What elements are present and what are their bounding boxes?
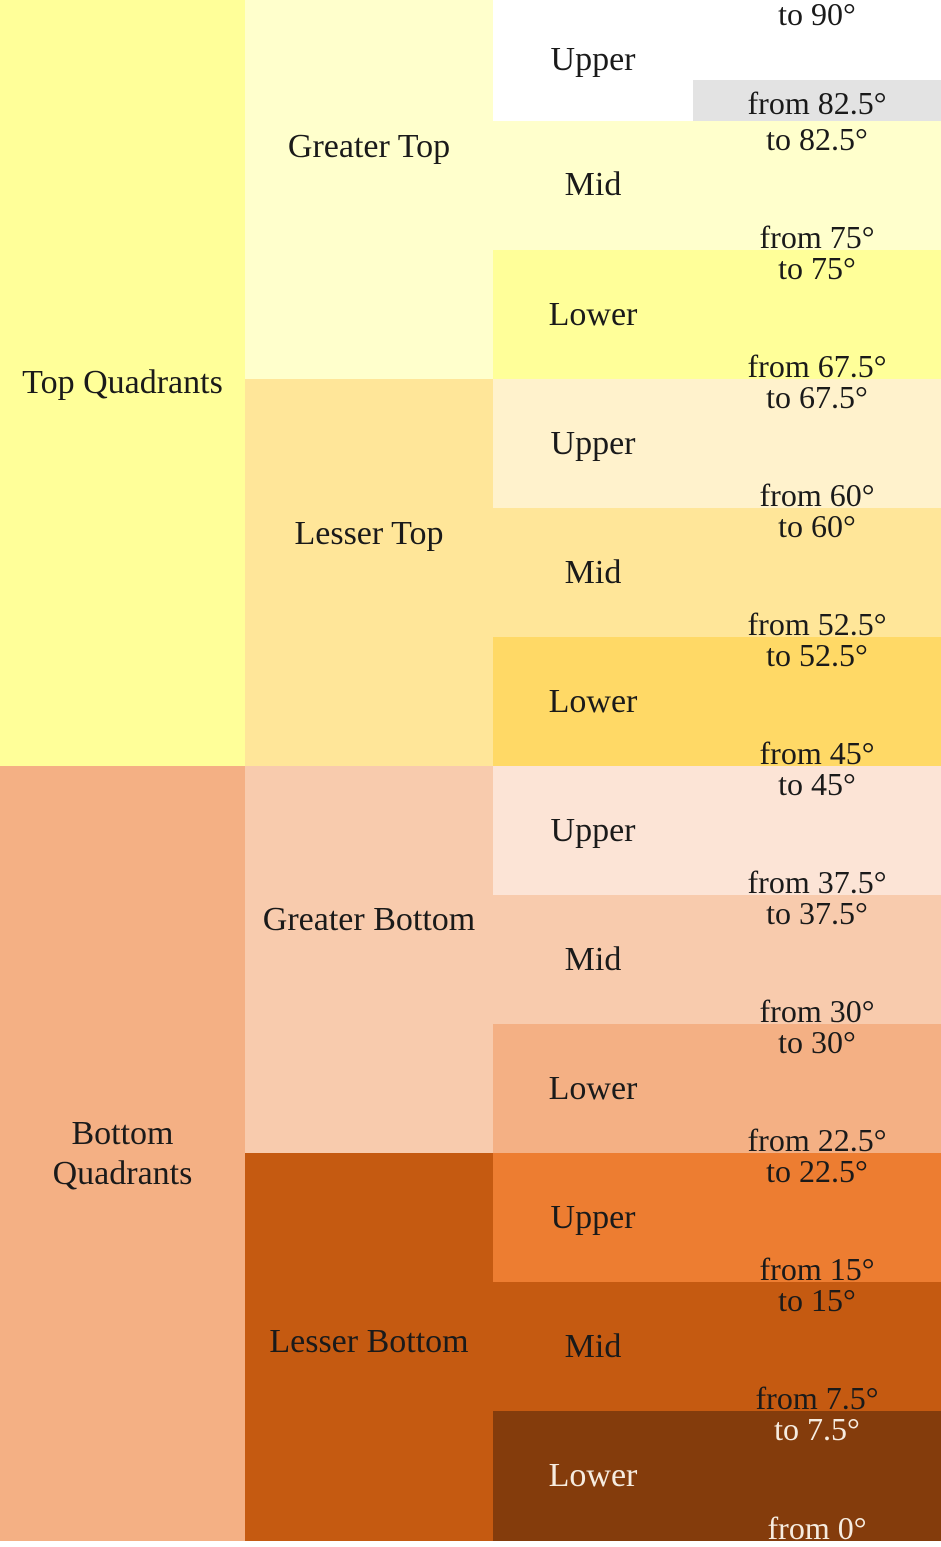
top-quadrants-label: Top Quadrants (22, 364, 223, 401)
lesser-bottom-cell: Lesser Bottom (245, 1153, 493, 1541)
range-to: to 37.5° (766, 895, 868, 931)
band-label: Lower (548, 1457, 638, 1494)
greater-top-label: Greater Top (287, 127, 451, 165)
band-label-cell: Lower (493, 250, 693, 379)
range-to: to 52.5° (766, 637, 868, 673)
lesser-top-cell: Lesser Top (245, 379, 493, 766)
bottom-quadrants-label-line1: Bottom (71, 1114, 174, 1152)
band-label-cell: Mid (493, 121, 693, 250)
range-from: from 7.5° (755, 1380, 879, 1416)
range-from: from 15° (759, 1251, 875, 1287)
band-label: Mid (564, 940, 622, 978)
band-label-cell: Lower (493, 1411, 693, 1541)
range-to: to 67.5° (766, 379, 868, 415)
band-label: Upper (550, 1198, 636, 1236)
greater-bottom-label: Greater Bottom (262, 900, 476, 938)
band-label: Upper (550, 424, 636, 462)
range-cell: to 67.5° from 60° (693, 379, 941, 513)
range-to: to 30° (778, 1024, 856, 1060)
range-from: from 60° (759, 477, 875, 513)
band-label: Mid (564, 1327, 622, 1365)
range-cell: to 82.5° from 75° (693, 121, 941, 255)
range-cell: to 60° from 52.5° (693, 508, 941, 642)
band-label: Upper (550, 811, 636, 849)
lesser-bottom-label: Lesser Bottom (269, 1323, 469, 1360)
band-label-cell: Mid (493, 1282, 693, 1411)
range-from: from 67.5° (747, 348, 887, 384)
band-label-cell: Mid (493, 895, 693, 1024)
band-label-cell: Upper (493, 0, 693, 121)
band-label-cell: Upper (493, 379, 693, 508)
range-cell: to 45° from 37.5° (693, 766, 941, 900)
range-from: from 52.5° (747, 606, 887, 642)
range-to: to 45° (778, 766, 856, 802)
range-from: from 75° (759, 219, 875, 255)
band-label: Lower (548, 295, 638, 333)
range-from: from 82.5° (747, 85, 887, 121)
range-to: to 15° (778, 1282, 856, 1318)
highlight-strip (693, 80, 941, 121)
band-label-cell: Mid (493, 508, 693, 637)
band-label: Mid (564, 165, 622, 203)
bottom-quadrants-label-line2: Quadrants (52, 1154, 193, 1192)
band-label-cell: Lower (493, 637, 693, 766)
range-cell: to 75° from 67.5° (693, 250, 941, 384)
band-label: Mid (564, 553, 622, 591)
range-cell: to 30° from 22.5° (693, 1024, 941, 1158)
range-from: from 45° (759, 735, 875, 771)
band-label-cell: Upper (493, 1153, 693, 1282)
range-from: from 37.5° (747, 864, 887, 900)
band-label: Upper (550, 41, 636, 78)
range-from: from 22.5° (747, 1122, 887, 1158)
range-from: from 30° (759, 993, 875, 1029)
greater-top-cell: Greater Top (245, 0, 493, 379)
greater-bottom-cell: Greater Bottom (245, 766, 493, 1153)
range-to: to 90° (778, 0, 856, 32)
range-to: to 22.5° (766, 1153, 868, 1189)
range-cell: to 37.5° from 30° (693, 895, 941, 1029)
range-cell: to 15° from 7.5° (693, 1282, 941, 1416)
lesser-top-label: Lesser Top (294, 514, 444, 552)
range-cell: to 7.5° from 0° (693, 1411, 941, 1546)
range-from: from 0° (767, 1510, 867, 1546)
bottom-quadrants-cell: Bottom Quadrants (0, 766, 245, 1541)
range-to: to 82.5° (766, 121, 868, 157)
range-cell: to 22.5° from 15° (693, 1153, 941, 1287)
band-label-cell: Lower (493, 1024, 693, 1153)
band-label: Lower (548, 1069, 638, 1107)
band-label: Lower (548, 682, 638, 720)
range-cell: to 52.5° from 45° (693, 637, 941, 771)
range-to: to 60° (778, 508, 856, 544)
band-label-cell: Upper (493, 766, 693, 895)
range-to: to 7.5° (774, 1411, 860, 1447)
range-cell: to 90° from 82.5° (693, 0, 941, 121)
range-to: to 75° (778, 250, 856, 286)
top-quadrants-cell: Top Quadrants (0, 0, 245, 766)
